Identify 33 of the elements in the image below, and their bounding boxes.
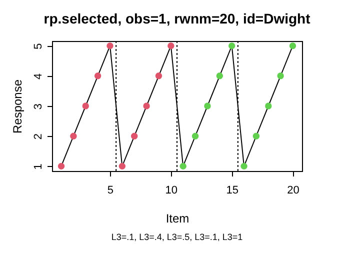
point <box>180 162 186 170</box>
point <box>58 162 65 170</box>
x-tick-label: 15 <box>226 184 238 196</box>
point <box>228 42 236 50</box>
x-tick-label: 20 <box>287 184 300 196</box>
x-axis-title: Item <box>166 212 190 226</box>
point <box>94 72 102 80</box>
point <box>252 132 260 140</box>
y-tick-label: 2 <box>32 134 44 140</box>
y-tick-label: 4 <box>32 73 44 80</box>
point <box>289 42 296 50</box>
chart-title: rp.selected, obs=1, rwnm=20, id=Dwight <box>44 10 311 26</box>
y-tick-label: 1 <box>32 164 44 170</box>
point <box>240 162 248 170</box>
x-tick-label: 5 <box>107 184 114 196</box>
point <box>265 102 272 110</box>
point <box>204 102 211 110</box>
point <box>82 102 89 110</box>
point <box>192 132 199 140</box>
point <box>70 132 77 140</box>
point <box>143 102 150 110</box>
point <box>118 162 126 170</box>
y-tick-label: 5 <box>32 43 44 50</box>
point <box>216 72 223 80</box>
point <box>106 42 114 50</box>
point <box>155 72 162 80</box>
point <box>168 42 174 50</box>
y-tick-label: 3 <box>32 103 44 110</box>
text: L3=.1, L3=.4, L3=.5, L3=.1, L3=1 <box>111 232 243 242</box>
point <box>131 132 138 140</box>
y-axis-title: Response <box>10 79 24 134</box>
point <box>277 72 284 80</box>
x-tick-label: 10 <box>165 184 178 196</box>
